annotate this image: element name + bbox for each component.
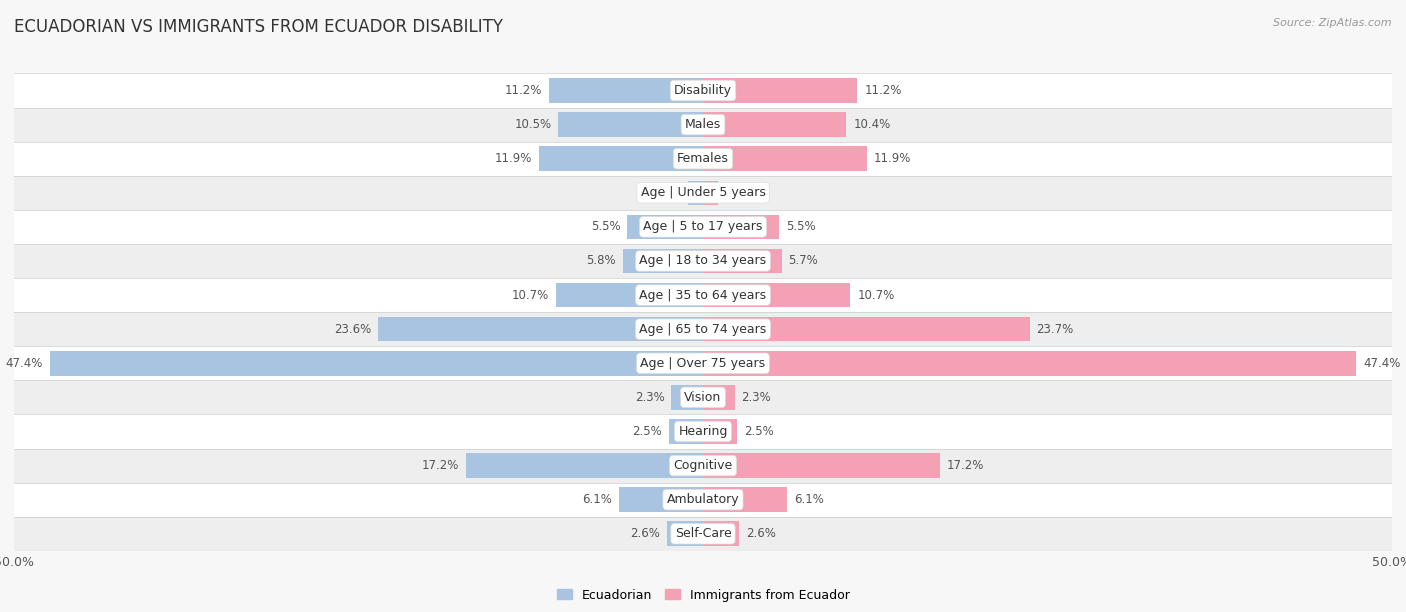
Bar bbox=[465, 453, 703, 478]
FancyBboxPatch shape bbox=[14, 414, 1392, 449]
Text: 11.2%: 11.2% bbox=[865, 84, 901, 97]
Text: ECUADORIAN VS IMMIGRANTS FROM ECUADOR DISABILITY: ECUADORIAN VS IMMIGRANTS FROM ECUADOR DI… bbox=[14, 18, 503, 36]
Bar bbox=[703, 385, 735, 409]
Text: 10.5%: 10.5% bbox=[515, 118, 551, 131]
Text: Age | Over 75 years: Age | Over 75 years bbox=[641, 357, 765, 370]
Text: Age | 18 to 34 years: Age | 18 to 34 years bbox=[640, 255, 766, 267]
Bar bbox=[671, 385, 703, 409]
Bar bbox=[703, 215, 779, 239]
Text: 17.2%: 17.2% bbox=[946, 459, 984, 472]
Bar bbox=[668, 521, 703, 546]
FancyBboxPatch shape bbox=[14, 244, 1392, 278]
Bar bbox=[623, 248, 703, 273]
FancyBboxPatch shape bbox=[14, 73, 1392, 108]
Text: 23.6%: 23.6% bbox=[333, 323, 371, 335]
FancyBboxPatch shape bbox=[14, 278, 1392, 312]
Text: 11.2%: 11.2% bbox=[505, 84, 541, 97]
Text: 2.6%: 2.6% bbox=[745, 528, 776, 540]
Text: 11.9%: 11.9% bbox=[495, 152, 531, 165]
Bar bbox=[703, 78, 858, 103]
Text: 17.2%: 17.2% bbox=[422, 459, 460, 472]
Bar bbox=[49, 351, 703, 376]
Text: Self-Care: Self-Care bbox=[675, 528, 731, 540]
FancyBboxPatch shape bbox=[14, 141, 1392, 176]
Bar bbox=[703, 487, 787, 512]
FancyBboxPatch shape bbox=[14, 210, 1392, 244]
Bar bbox=[555, 283, 703, 307]
Bar bbox=[703, 248, 782, 273]
Text: 6.1%: 6.1% bbox=[794, 493, 824, 506]
Text: 1.1%: 1.1% bbox=[725, 186, 755, 200]
Text: 5.5%: 5.5% bbox=[591, 220, 620, 233]
Text: 23.7%: 23.7% bbox=[1036, 323, 1074, 335]
Text: Source: ZipAtlas.com: Source: ZipAtlas.com bbox=[1274, 18, 1392, 28]
FancyBboxPatch shape bbox=[14, 346, 1392, 380]
FancyBboxPatch shape bbox=[14, 483, 1392, 517]
Bar bbox=[703, 351, 1357, 376]
Bar bbox=[703, 146, 868, 171]
Text: 47.4%: 47.4% bbox=[6, 357, 44, 370]
Bar bbox=[548, 78, 703, 103]
Bar bbox=[619, 487, 703, 512]
Bar bbox=[669, 419, 703, 444]
Text: 10.7%: 10.7% bbox=[512, 289, 548, 302]
Bar bbox=[703, 419, 738, 444]
Bar bbox=[703, 283, 851, 307]
Text: Hearing: Hearing bbox=[678, 425, 728, 438]
FancyBboxPatch shape bbox=[14, 176, 1392, 210]
Text: 5.5%: 5.5% bbox=[786, 220, 815, 233]
Text: Age | Under 5 years: Age | Under 5 years bbox=[641, 186, 765, 200]
Text: 11.9%: 11.9% bbox=[875, 152, 911, 165]
FancyBboxPatch shape bbox=[14, 108, 1392, 141]
Text: 2.6%: 2.6% bbox=[630, 528, 661, 540]
Text: 2.5%: 2.5% bbox=[744, 425, 775, 438]
Text: 2.3%: 2.3% bbox=[634, 391, 665, 404]
FancyBboxPatch shape bbox=[14, 380, 1392, 414]
Text: Males: Males bbox=[685, 118, 721, 131]
Text: Age | 65 to 74 years: Age | 65 to 74 years bbox=[640, 323, 766, 335]
Text: 1.1%: 1.1% bbox=[651, 186, 681, 200]
Bar bbox=[538, 146, 703, 171]
Text: Age | 5 to 17 years: Age | 5 to 17 years bbox=[644, 220, 762, 233]
Text: Age | 35 to 64 years: Age | 35 to 64 years bbox=[640, 289, 766, 302]
Text: 2.5%: 2.5% bbox=[631, 425, 662, 438]
Text: 2.3%: 2.3% bbox=[741, 391, 772, 404]
FancyBboxPatch shape bbox=[14, 449, 1392, 483]
Bar bbox=[703, 113, 846, 137]
Bar bbox=[378, 317, 703, 341]
Bar bbox=[703, 521, 738, 546]
Text: Females: Females bbox=[678, 152, 728, 165]
Bar bbox=[627, 215, 703, 239]
Text: 47.4%: 47.4% bbox=[1362, 357, 1400, 370]
Text: Disability: Disability bbox=[673, 84, 733, 97]
Bar bbox=[703, 453, 941, 478]
Bar bbox=[688, 181, 703, 205]
Text: Vision: Vision bbox=[685, 391, 721, 404]
Text: Cognitive: Cognitive bbox=[673, 459, 733, 472]
Bar bbox=[558, 113, 703, 137]
Bar bbox=[703, 317, 1029, 341]
Legend: Ecuadorian, Immigrants from Ecuador: Ecuadorian, Immigrants from Ecuador bbox=[551, 584, 855, 606]
Text: 10.4%: 10.4% bbox=[853, 118, 890, 131]
Text: 10.7%: 10.7% bbox=[858, 289, 894, 302]
FancyBboxPatch shape bbox=[14, 312, 1392, 346]
Text: Ambulatory: Ambulatory bbox=[666, 493, 740, 506]
Text: 6.1%: 6.1% bbox=[582, 493, 612, 506]
FancyBboxPatch shape bbox=[14, 517, 1392, 551]
Text: 5.8%: 5.8% bbox=[586, 255, 616, 267]
Bar bbox=[703, 181, 718, 205]
Text: 5.7%: 5.7% bbox=[789, 255, 818, 267]
